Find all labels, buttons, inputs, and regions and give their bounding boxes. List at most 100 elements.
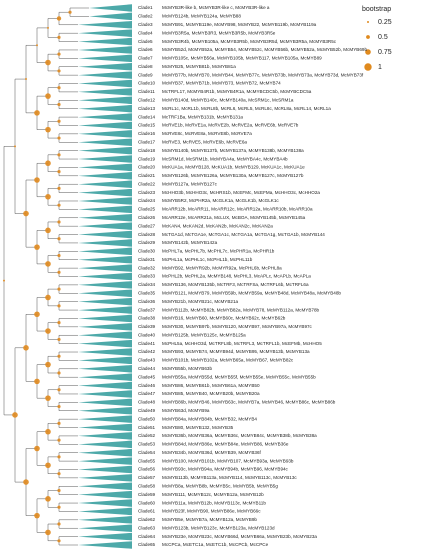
bootstrap-dot xyxy=(57,102,61,107)
collapsed-clade xyxy=(78,398,132,407)
collapsed-clade xyxy=(78,21,132,29)
bootstrap-dot xyxy=(57,321,61,325)
bootstrap-dot xyxy=(45,428,51,435)
collapsed-clade xyxy=(78,79,132,88)
clade-genes: McMYB100, McMYB101b, McMYB107, McMYB93a,… xyxy=(162,458,294,463)
clade-name: Clade8 xyxy=(138,64,153,69)
clade-name: Clade32 xyxy=(138,265,156,270)
collapsed-clade xyxy=(78,474,132,482)
clade-genes: McHHO3b, McHHO3c, McHRS1b, McEFMc, McEFM… xyxy=(162,190,320,195)
collapsed-clade xyxy=(78,130,132,138)
bootstrap-dot xyxy=(57,253,61,258)
collapsed-clade xyxy=(78,457,132,465)
clade-name: Clade5 xyxy=(138,39,153,44)
clade-name: Clade10 xyxy=(138,81,156,86)
bootstrap-dot xyxy=(57,69,61,73)
bootstrap-dot xyxy=(45,227,51,234)
clade-name: Clade44 xyxy=(138,366,156,371)
clade-genes: McMYB101b, McMYB102a, McMYB65a, McMYB67,… xyxy=(162,358,294,363)
legend-dot xyxy=(366,35,370,39)
collapsed-clade xyxy=(78,415,132,423)
clade-name: Clade35 xyxy=(138,291,156,296)
collapsed-clade xyxy=(78,490,132,499)
clade-name: Clade25 xyxy=(138,207,156,212)
bootstrap-dot xyxy=(57,421,61,425)
clade-genes: McPHL7a, McPHL7b, McPHL7c, McPHR1a, McPH… xyxy=(162,249,275,254)
clade-name: Clade47 xyxy=(138,391,156,396)
bootstrap-dot xyxy=(23,210,29,217)
bootstrap-dot xyxy=(45,261,51,267)
clade-name: Clade13 xyxy=(138,106,156,111)
bootstrap-dot xyxy=(57,136,61,140)
collapsed-clade xyxy=(78,440,132,449)
clade-name: Clade3 xyxy=(138,22,153,27)
clade-name: Clade27 xyxy=(138,223,156,228)
clade-genes: McMYB37, McMYB71b, McMYB73, McMYB72, McM… xyxy=(162,81,281,86)
clade-genes: McMYB136, McMYB135b, McTRF3, McTRFSa, Mc… xyxy=(162,282,309,287)
collapsed-clade xyxy=(78,71,132,79)
collapsed-clade xyxy=(78,465,132,474)
clade-name: Clade48 xyxy=(138,400,156,405)
collapsed-clade xyxy=(78,213,132,222)
clade-genes: McMYB5R2, McPHR2a, McGLK1a, McGLK1b, McG… xyxy=(162,198,279,203)
clade-name: Clade34 xyxy=(138,282,156,287)
collapsed-clade xyxy=(78,180,132,188)
clade-name: Clade15 xyxy=(138,123,156,128)
bootstrap-dot xyxy=(34,311,40,318)
bootstrap-dot xyxy=(34,177,40,183)
bootstrap-dot xyxy=(57,337,61,342)
clade-genes: McMYB93, McMYB74, McMYB94d, McMYB95, McM… xyxy=(162,349,310,354)
clade-name: Clade52 xyxy=(138,433,156,438)
clade-name: Clade54 xyxy=(138,450,156,455)
bootstrap-dot xyxy=(57,488,61,493)
bootstrap-dot xyxy=(23,479,29,485)
clade-genes: McMYB84a, McMYB84b, McMYB32, McMYB4 xyxy=(162,416,257,421)
clade-genes: McMYB23f, McMYB90, McMYB86e, McMYB66c xyxy=(162,509,261,514)
clade-genes: McCPCa, McETC1a, McETC1b, McCPCb, McCPCe xyxy=(162,542,269,547)
clade-name: Clade45 xyxy=(138,374,156,379)
clade-genes: McRVE1b, McRVE1a, McRVE2b, McRVE2a, McRV… xyxy=(162,123,299,128)
clade-name: Clade41 xyxy=(138,341,156,346)
bootstrap-dot xyxy=(34,445,40,452)
clade-genes: McMYB86b, McMYB46, McMYB63c, McMYB7a, Mc… xyxy=(162,400,336,405)
clade-name: Clade18 xyxy=(138,148,156,153)
clade-genes: McMYB63d, McMYB9a xyxy=(162,408,210,413)
bootstrap-dot xyxy=(45,59,51,66)
collapsed-clade xyxy=(78,113,132,121)
clade-name: Clade40 xyxy=(138,332,156,337)
clade-name: Clade63 xyxy=(138,525,156,530)
clade-name: Clade39 xyxy=(138,324,156,329)
clade-name: Clade31 xyxy=(138,257,156,262)
clade-genes: McMYB93c, McMYB94a, McMYB94b, McMYB96, M… xyxy=(162,467,289,472)
collapsed-clade xyxy=(78,88,132,96)
bootstrap-dot xyxy=(45,126,51,133)
clade-name: Clade19 xyxy=(138,156,156,161)
clade-genes: McMYB3R-like b, McMYB3R-like c, McMYB3R-… xyxy=(162,5,270,10)
collapsed-clade xyxy=(78,381,132,390)
clade-genes: McMYB30, McMYB97b, McMYB120, McMYB97, Mc… xyxy=(162,324,313,329)
bootstrap-dot xyxy=(57,287,61,291)
collapsed-clade xyxy=(78,297,132,306)
clade-genes: McMYB5e, McMYB7a, McMYB12a, McMYB9b xyxy=(162,517,257,522)
clade-name: Clade29 xyxy=(138,240,156,245)
clade-name: Clade59 xyxy=(138,492,156,497)
clade-genes: McMYB140b, McMYB137b, McMYB137a, McMYB13… xyxy=(162,148,304,153)
clade-genes: McMYB23e, McMYB23c, McMYB66d, McMYB66a, … xyxy=(162,534,317,539)
collapsed-clade xyxy=(78,104,132,113)
clade-genes: McPHL1a, McPHL1c, McPHL1b, McPHL11b xyxy=(162,257,253,262)
clade-genes: McARR12b, McARR11, McARR12c, McARR12a, M… xyxy=(162,207,313,212)
clade-name: Clade6 xyxy=(138,47,153,52)
legend-dot xyxy=(364,63,372,71)
clade-genes: McARR12e, McARR21a, McLUX, McBOA, McMYB1… xyxy=(162,215,306,220)
clade-name: Clade53 xyxy=(138,442,156,447)
collapsed-clade xyxy=(78,146,132,155)
clade-genes: McMYB113b, McMYB113a, McMYB114, McMYB113… xyxy=(162,475,297,480)
clade-genes: McMYB11a, McMYB12b, McMYB113c, McMYB11b xyxy=(162,500,266,505)
clade-name: Clade1 xyxy=(138,5,153,10)
bootstrap-dot xyxy=(23,345,29,351)
clade-name: Clade33 xyxy=(138,274,156,279)
collapsed-clade xyxy=(78,339,132,348)
clade-name: Clade42 xyxy=(138,349,156,354)
legend-label: 0.75 xyxy=(378,49,392,56)
